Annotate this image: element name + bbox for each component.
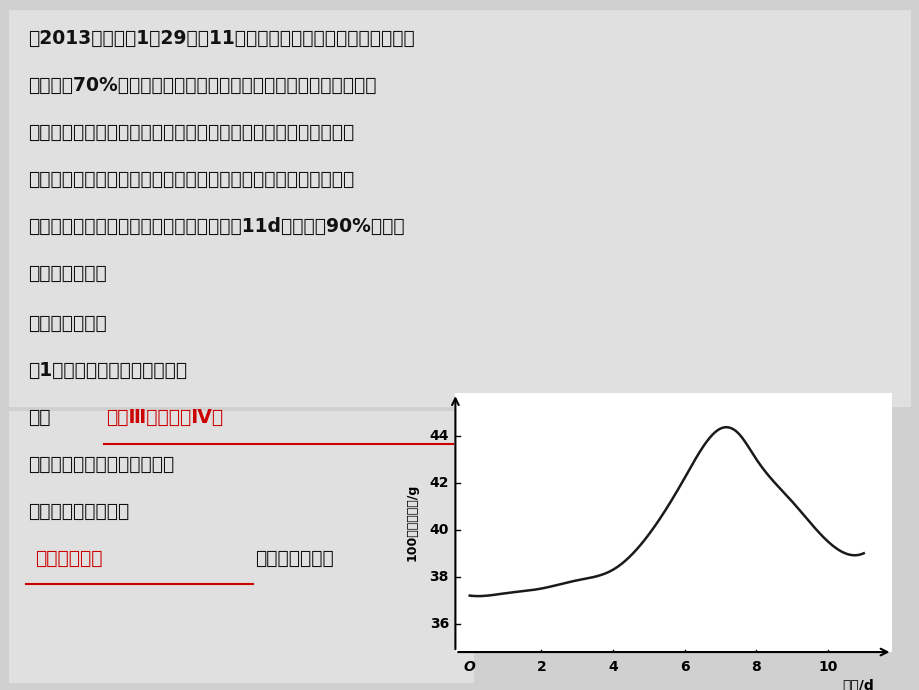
Text: 回答下列问题：: 回答下列问题： — [28, 314, 107, 333]
Text: 苏丹Ⅲ（或苏丹Ⅳ）: 苏丹Ⅲ（或苏丹Ⅳ） — [106, 408, 222, 427]
Text: 100粒种子干重/g: 100粒种子干重/g — [405, 484, 418, 561]
Text: 染液: 染液 — [454, 408, 476, 427]
Text: 变化如图所示。: 变化如图所示。 — [28, 264, 107, 283]
Text: 42: 42 — [429, 475, 448, 490]
Text: 时间/d: 时间/d — [842, 678, 874, 690]
Text: 6: 6 — [679, 660, 688, 674]
Text: 40: 40 — [429, 523, 448, 537]
Text: 干重。结果表明：脂肪含量逐渐减少，到第11d时减少了90%，干重: 干重。结果表明：脂肪含量逐渐减少，到第11d时减少了90%，干重 — [28, 217, 403, 236]
Text: 36: 36 — [429, 617, 448, 631]
Text: 橘黄（或红）: 橘黄（或红） — [35, 549, 102, 568]
Text: 44: 44 — [429, 428, 448, 443]
Text: 常用: 常用 — [28, 408, 50, 427]
Text: O: O — [463, 660, 475, 674]
Text: 化，某研究小组将种子置于温度、水分（蒸馏水）、通气等条件适: 化，某研究小组将种子置于温度、水分（蒸馏水）、通气等条件适 — [28, 123, 354, 142]
Text: 宜的黑暗环境中培养，定期检测萌发种子（含幼苗）的脂肪含量和: 宜的黑暗环境中培养，定期检测萌发种子（含幼苗）的脂肪含量和 — [28, 170, 354, 189]
Text: 子干重的70%。为探究该植物种子萌发过程中干重及脂肪含量的变: 子干重的70%。为探究该植物种子萌发过程中干重及脂肪含量的变 — [28, 76, 376, 95]
Text: （2013新课标卷1）29．（11分）某油料植物种子中脂肪含量为种: （2013新课标卷1）29．（11分）某油料植物种子中脂肪含量为种 — [28, 29, 414, 48]
Text: 8: 8 — [751, 660, 760, 674]
Text: 显微镜下观察，可见: 显微镜下观察，可见 — [28, 502, 129, 521]
FancyBboxPatch shape — [9, 411, 473, 683]
FancyBboxPatch shape — [9, 10, 910, 407]
Text: （1）为了观察胚乳中的脂肪，: （1）为了观察胚乳中的脂肪， — [28, 361, 187, 380]
Text: 10: 10 — [817, 660, 836, 674]
Text: 38: 38 — [429, 570, 448, 584]
Text: 2: 2 — [536, 660, 546, 674]
Text: 4: 4 — [607, 660, 618, 674]
Text: 色的脂肪颗粒。: 色的脂肪颗粒。 — [255, 549, 334, 568]
Text: 对种子胚乳切片染色，然后在: 对种子胚乳切片染色，然后在 — [28, 455, 174, 474]
